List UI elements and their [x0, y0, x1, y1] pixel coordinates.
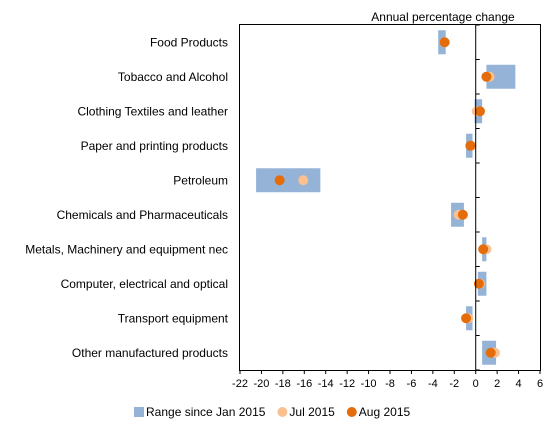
x-tick-label-7: -8 — [385, 378, 395, 390]
x-tick-label-0: -22 — [232, 378, 248, 390]
aug-point-1 — [481, 71, 492, 82]
x-tick-label-12: 2 — [494, 378, 500, 390]
category-label-2: Clothing Textiles and leather — [77, 104, 228, 118]
aug-point-7 — [473, 278, 484, 289]
x-tick-label-4: -14 — [318, 378, 334, 390]
legend-label-0: Range since Jan 2015 — [146, 405, 266, 419]
aug-points — [274, 37, 496, 358]
x-tick-label-6: -10 — [361, 378, 377, 390]
range-bar-4 — [256, 168, 321, 193]
category-label-4: Petroleum — [173, 173, 228, 187]
x-tick-label-1: -20 — [253, 378, 269, 390]
aug-point-2 — [475, 106, 485, 117]
aug-point-8 — [461, 313, 472, 324]
aug-point-6 — [478, 244, 489, 255]
x-tick-label-13: 4 — [516, 378, 522, 390]
category-label-3: Paper and printing products — [81, 139, 228, 153]
category-label-9: Other manufactured products — [72, 346, 228, 360]
x-tick-label-14: 6 — [537, 378, 543, 390]
x-tick-label-10: -2 — [449, 378, 459, 390]
aug-point-9 — [485, 347, 496, 358]
x-tick-label-5: -12 — [339, 378, 355, 390]
category-label-7: Computer, electrical and optical — [61, 277, 228, 291]
legend: Range since Jan 2015 Jul 2015 Aug 2015 — [134, 405, 411, 419]
x-tick-label-8: -6 — [407, 378, 417, 390]
category-label-8: Transport equipment — [118, 311, 229, 325]
category-label-0: Food Products — [150, 35, 228, 49]
category-label-5: Chemicals and Pharmaceuticals — [57, 208, 228, 222]
legend-swatch-1 — [277, 407, 288, 417]
x-tick-labels: -22 -20 -18 -16 -14 -12 -10 -8 -6 -4 -2 0 2 4 6 — [232, 378, 543, 390]
axes — [239, 24, 541, 374]
aug-point-5 — [457, 209, 468, 220]
aug-point-0 — [439, 37, 450, 48]
x-tick-label-9: -4 — [428, 378, 438, 390]
legend-label-2: Aug 2015 — [359, 405, 411, 419]
jul-point-4 — [298, 175, 309, 186]
x-tick-label-3: -16 — [296, 378, 312, 390]
x-tick-label-11: 0 — [473, 378, 479, 390]
legend-swatch-2 — [346, 407, 357, 417]
category-label-6: Metals, Machinery and equipment nec — [25, 242, 228, 256]
x-tick-label-2: -18 — [275, 378, 291, 390]
category-label-1: Tobacco and Alcohol — [118, 70, 228, 84]
aug-point-4 — [274, 175, 285, 186]
units-label: Annual percentage change — [371, 10, 515, 24]
aug-point-3 — [465, 140, 476, 151]
legend-swatch-range — [134, 407, 144, 417]
legend-label-1: Jul 2015 — [289, 405, 335, 419]
category-labels: Food Products Tobacco and Alcohol Clothing… — [25, 35, 228, 360]
